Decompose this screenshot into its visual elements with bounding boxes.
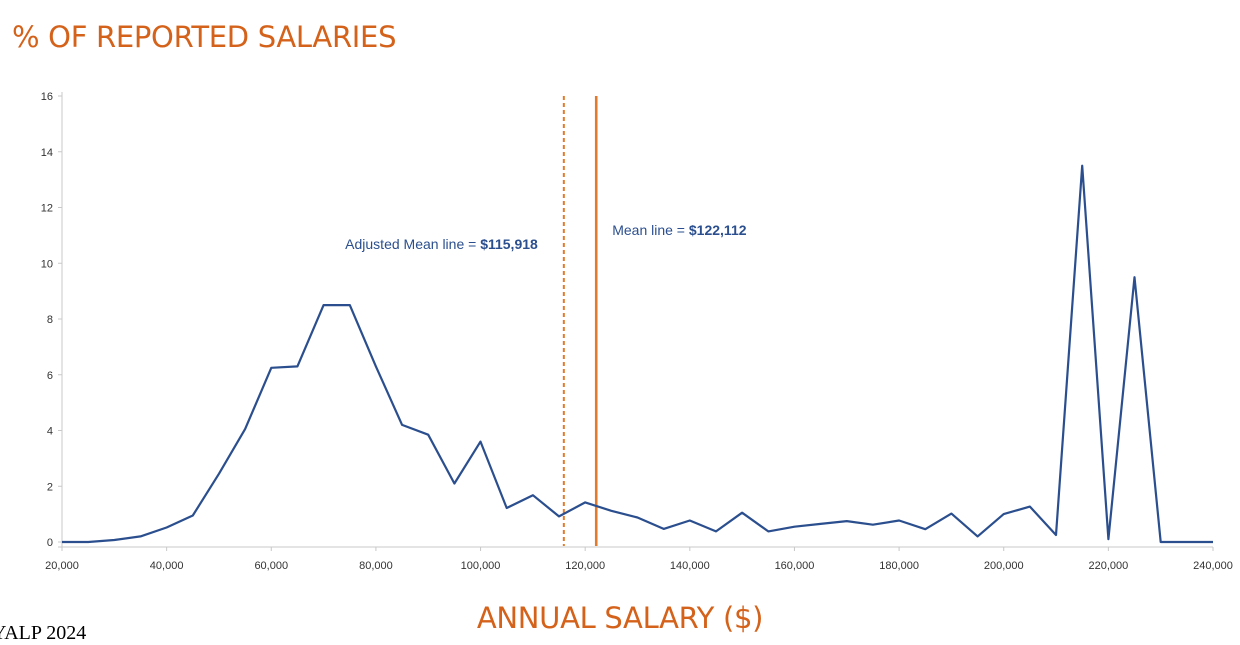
- y-axis-ticks: 0 2 4 6 8 10 12 14 16: [41, 91, 62, 549]
- chart-title: % OF REPORTED SALARIES: [12, 20, 397, 54]
- data-point: [950, 513, 952, 515]
- data-point: [1081, 165, 1083, 167]
- data-point: [401, 424, 403, 426]
- x-tick-label: 220,000: [1088, 560, 1128, 572]
- x-tick-label: 80,000: [359, 560, 393, 572]
- data-point: [1107, 538, 1109, 540]
- x-tick-label: 100,000: [461, 560, 501, 572]
- data-point: [427, 434, 429, 436]
- data-point: [349, 304, 351, 306]
- series-layer: [61, 164, 1214, 544]
- data-point: [113, 539, 115, 541]
- data-point: [218, 473, 220, 475]
- y-tick-label: 8: [47, 314, 53, 326]
- data-point: [558, 515, 560, 517]
- data-point: [689, 520, 691, 522]
- y-tick-label: 14: [41, 147, 53, 159]
- annotations: Adjusted Mean line = $115,918 Mean line =…: [345, 222, 747, 252]
- data-point: [480, 441, 482, 443]
- data-point: [898, 520, 900, 522]
- adjusted-mean-label: Adjusted Mean line = $115,918: [345, 236, 538, 252]
- data-point: [584, 501, 586, 503]
- data-point: [192, 515, 194, 517]
- x-tick-label: 160,000: [775, 560, 815, 572]
- data-point: [506, 507, 508, 509]
- data-point: [977, 535, 979, 537]
- data-point: [244, 428, 246, 430]
- data-point: [532, 494, 534, 496]
- data-point: [61, 541, 63, 543]
- y-tick-label: 10: [41, 258, 53, 270]
- x-tick-label: 40,000: [150, 560, 184, 572]
- data-point: [872, 524, 874, 526]
- x-tick-label: 120,000: [565, 560, 605, 572]
- data-point: [1134, 276, 1136, 278]
- reference-lines: [562, 96, 598, 546]
- y-tick-label: 0: [47, 537, 53, 549]
- data-point: [767, 530, 769, 532]
- data-point: [270, 367, 272, 369]
- data-point: [793, 526, 795, 528]
- data-point: [87, 541, 89, 543]
- data-point: [1055, 534, 1057, 536]
- data-point: [820, 523, 822, 525]
- data-point: [637, 516, 639, 518]
- data-point: [166, 527, 168, 529]
- mean-label: Mean line = $122,112: [612, 222, 747, 238]
- x-tick-label: 20,000: [45, 560, 79, 572]
- data-point: [741, 512, 743, 514]
- x-axis-ticks: 20,000 40,000 60,000 80,000 100,000 120,000 14…: [45, 547, 1233, 572]
- data-point: [715, 530, 717, 532]
- data-point: [375, 365, 377, 367]
- y-tick-label: 16: [41, 91, 53, 103]
- x-tick-label: 140,000: [670, 560, 710, 572]
- data-point: [1003, 513, 1005, 515]
- y-tick-label: 6: [47, 370, 53, 382]
- data-point: [296, 365, 298, 367]
- axes: [58, 92, 1213, 548]
- data-point: [610, 510, 612, 512]
- y-tick-label: 4: [47, 426, 53, 438]
- data-point: [323, 304, 325, 306]
- series-line: [62, 164, 1213, 544]
- x-tick-label: 60,000: [254, 560, 288, 572]
- data-point: [663, 528, 665, 530]
- x-tick-label: 240,000: [1193, 560, 1233, 572]
- data-point: [924, 528, 926, 530]
- y-tick-label: 2: [47, 481, 53, 493]
- x-tick-label: 200,000: [984, 560, 1024, 572]
- data-point: [1212, 541, 1214, 543]
- data-point: [453, 482, 455, 484]
- data-point: [1160, 541, 1162, 543]
- x-axis-label: ANNUAL SALARY ($): [476, 601, 764, 635]
- data-point: [1029, 506, 1031, 508]
- data-point: [846, 520, 848, 522]
- data-point: [139, 535, 141, 537]
- footnote: YALP 2024: [0, 622, 87, 644]
- y-tick-label: 12: [41, 203, 53, 215]
- data-point: [1186, 541, 1188, 543]
- x-tick-label: 180,000: [879, 560, 919, 572]
